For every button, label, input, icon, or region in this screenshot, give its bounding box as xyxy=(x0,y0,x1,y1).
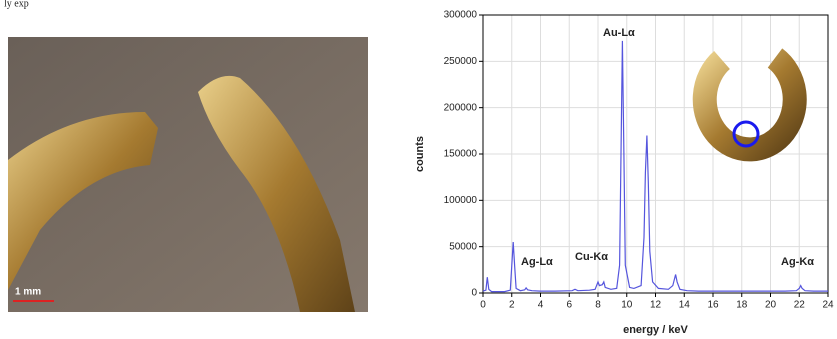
photo: 1 mm xyxy=(8,37,368,312)
y-tick-label: 200000 xyxy=(444,102,478,113)
y-tick-label: 0 xyxy=(471,288,477,299)
inset xyxy=(692,48,807,162)
ring-piece xyxy=(198,75,355,312)
x-tick-label: 18 xyxy=(736,300,748,311)
peak-annotation: Au-Lα xyxy=(603,27,635,39)
y-tick-label: 300000 xyxy=(444,10,478,21)
y-tick-label: 250000 xyxy=(444,56,478,67)
x-tick-label: 20 xyxy=(765,300,777,311)
scale-label: 1 mm xyxy=(15,287,41,298)
y-tick-label: 100000 xyxy=(444,195,478,206)
y-tick-label: 150000 xyxy=(444,149,478,160)
x-tick-label: 16 xyxy=(707,300,719,311)
ring-inset xyxy=(692,48,807,162)
plot-frame xyxy=(482,14,829,294)
x-tick-label: 22 xyxy=(794,300,806,311)
x-axis-label: energy / keV xyxy=(623,324,688,336)
y-tick-label: 50000 xyxy=(449,241,477,252)
x-tick-label: 24 xyxy=(822,300,834,311)
x-tick-label: 0 xyxy=(480,300,486,311)
y-axis-label: counts xyxy=(414,136,426,172)
text-fragment: ly exp xyxy=(4,0,29,9)
x-tick-label: 2 xyxy=(509,300,515,311)
peak-annotation: Ag-Lα xyxy=(521,256,553,268)
x-tick-label: 14 xyxy=(679,300,691,311)
ring-piece xyxy=(8,112,158,290)
spectrum-line xyxy=(482,40,828,293)
x-tick-label: 6 xyxy=(566,300,572,311)
peak-annotation: Cu-Kα xyxy=(575,251,608,263)
x-tick-label: 4 xyxy=(538,300,544,311)
x-tick-label: 8 xyxy=(595,300,601,311)
peak-annotation: Ag-Kα xyxy=(781,256,814,268)
measure-spot xyxy=(732,120,760,148)
x-tick-label: 10 xyxy=(621,300,633,311)
x-tick-label: 12 xyxy=(650,300,662,311)
